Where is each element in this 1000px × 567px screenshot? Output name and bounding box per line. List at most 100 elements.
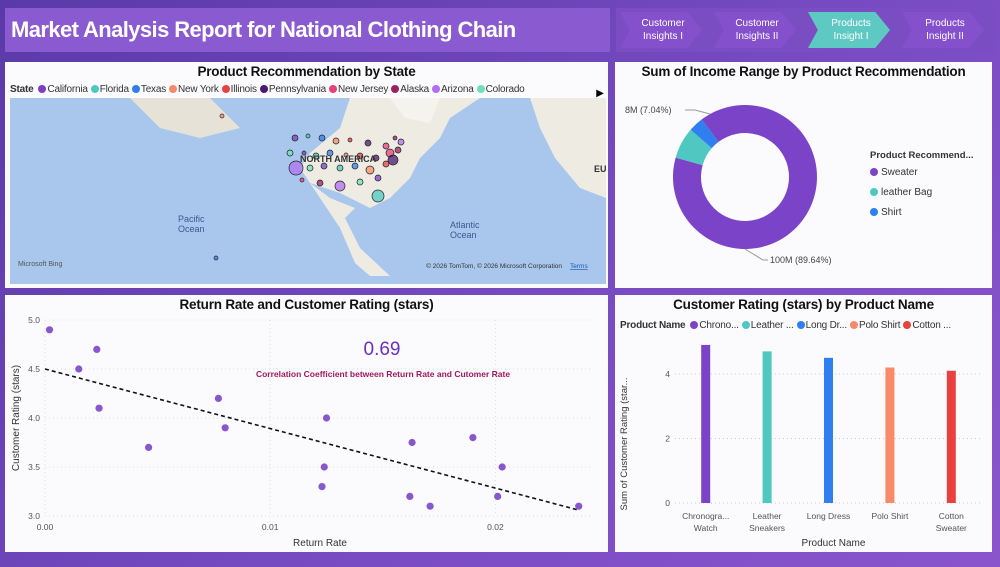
legend-item-texas[interactable]: Texas — [131, 84, 167, 95]
nav-products-insight-2[interactable]: Products Insight II — [902, 12, 984, 48]
legend-item-alaska[interactable]: Alaska — [391, 84, 429, 95]
legend-dot-icon — [690, 321, 699, 329]
correlation-label: Correlation Coefficient between Return R… — [256, 369, 510, 379]
state-bubble — [394, 146, 402, 154]
slice-label-leather-bag: 8M (7.04%) — [625, 105, 672, 115]
legend-next-arrow-icon[interactable]: ▶ — [596, 88, 604, 99]
legend-item-illinois[interactable]: Illinois — [221, 84, 257, 95]
legend-label: Polo Shirt — [858, 320, 901, 331]
legend-item[interactable]: Polo Shirt — [849, 320, 901, 331]
scatter-point — [575, 502, 583, 510]
legend-dot-icon — [131, 85, 140, 93]
x-tick-label: 0.00 — [37, 522, 54, 532]
landmass-central-america — [310, 183, 390, 276]
legend-item-arizona[interactable]: Arizona — [432, 84, 474, 95]
legend-label: New York — [178, 84, 219, 95]
y-tick-label: 2 — [665, 433, 670, 443]
state-bubble — [374, 174, 382, 182]
state-bubble — [371, 189, 385, 203]
legend-item[interactable]: Leather ... — [741, 320, 794, 331]
landmass-alaska — [130, 98, 240, 138]
state-bubble — [343, 152, 349, 158]
legend-item-new-york[interactable]: New York — [169, 84, 219, 95]
x-axis-title: Product Name — [802, 538, 866, 549]
scatter-panel: Return Rate and Customer Rating (stars) … — [5, 295, 608, 552]
scatter-point — [320, 463, 328, 471]
map-label-continent: NORTH AMERICA — [300, 154, 377, 164]
scatter-point — [95, 404, 103, 412]
state-bubble — [219, 113, 225, 119]
scatter-point — [322, 414, 331, 422]
scatter-point — [318, 483, 326, 491]
scatter-point — [221, 424, 229, 432]
nav-products-insight-1[interactable]: Products Insight I — [808, 12, 890, 48]
legend-label: Illinois — [230, 84, 257, 95]
legend-item-florida[interactable]: Florida — [90, 84, 129, 95]
nav-label: Insights I — [642, 31, 684, 42]
map-label-eu: EU — [594, 164, 606, 174]
bar — [762, 351, 772, 503]
bar — [885, 367, 895, 503]
legend-label: Pennsylvania — [268, 84, 326, 95]
legend-item[interactable]: Long Dr... — [796, 320, 848, 331]
bar-legend: Product Name Chrono... Leather ... Long Dr.… — [615, 320, 992, 331]
donut-slice-sweater — [673, 105, 817, 249]
legend-label: Long Dr... — [805, 320, 848, 331]
legend-dot-icon — [169, 85, 178, 93]
state-bubble — [356, 178, 364, 186]
map-terms-link[interactable]: Terms — [570, 263, 588, 270]
legend-item-new-jersey[interactable]: New Jersey — [328, 84, 388, 95]
state-bubble — [306, 164, 314, 172]
y-tick-label: 5.0 — [28, 315, 40, 325]
state-bubble — [392, 135, 398, 141]
bar — [946, 370, 956, 503]
legend-item-california[interactable]: California — [38, 84, 88, 95]
nav-label: Insights II — [735, 31, 779, 42]
state-bubble — [382, 142, 390, 150]
legend-item[interactable]: Cotton ... — [903, 320, 951, 331]
legend-dot-icon — [849, 321, 858, 329]
x-tick-label: Chronogra... — [682, 511, 729, 521]
x-tick-label: 0.01 — [262, 522, 279, 532]
legend-label: Texas — [140, 84, 167, 95]
state-bubble — [332, 137, 340, 145]
state-bubble — [312, 152, 320, 160]
legend-label: Leather ... — [750, 320, 794, 331]
legend-dot-icon — [903, 321, 912, 329]
y-tick-label: 3.0 — [28, 511, 40, 521]
y-axis-title: Customer Rating (stars) — [11, 365, 22, 471]
donut-title: Sum of Income Range by Product Recommend… — [641, 64, 966, 79]
bar-chart: 0 2 4 Chronogra... Watch Leather Sneakers Long … — [619, 344, 982, 549]
nav-customer-insights-2[interactable]: Customer Insights II — [714, 12, 796, 48]
donut-legend-item: Sweater — [881, 167, 918, 178]
legend-dot-icon — [90, 85, 99, 93]
state-bubble — [326, 149, 334, 157]
map-label-atlantic: Atlantic Ocean — [450, 220, 480, 240]
legend-item-colorado[interactable]: Colorado — [476, 84, 525, 95]
x-tick-label: 0.02 — [487, 522, 504, 532]
scatter-point — [214, 394, 223, 402]
nav-customer-insights-1[interactable]: Customer Insights I — [620, 12, 702, 48]
y-tick-label: 3.5 — [28, 462, 40, 472]
x-tick-label: Leather — [753, 511, 782, 521]
legend-label: Cotton ... — [912, 320, 951, 331]
legend-dot-icon — [221, 85, 230, 93]
legend-item[interactable]: Chrono... — [690, 320, 739, 331]
y-tick-label: 4.0 — [28, 413, 40, 423]
scatter-point — [408, 438, 416, 447]
x-tick-label: Sweater — [936, 523, 967, 533]
scatter-chart: 3.0 3.5 4.0 4.5 5.0 0.00 0.01 0.02 Return Rate Cu… — [11, 315, 590, 549]
legend-label: Colorado — [485, 84, 525, 95]
map-canvas[interactable]: NORTH AMERICA Pacific Ocean Atlantic Ocean… — [10, 98, 606, 284]
legend-dot-icon — [476, 85, 485, 93]
bar — [701, 344, 711, 503]
x-tick-label: Sneakers — [749, 523, 785, 533]
state-bubble — [356, 152, 364, 160]
state-bubble — [364, 139, 372, 147]
state-bubble — [288, 160, 304, 176]
scatter-point — [498, 463, 506, 471]
state-bubble — [347, 137, 353, 143]
state-bubble — [372, 154, 380, 162]
legend-item-pennsylvania[interactable]: Pennsylvania — [259, 84, 326, 95]
scatter-point — [494, 492, 502, 500]
